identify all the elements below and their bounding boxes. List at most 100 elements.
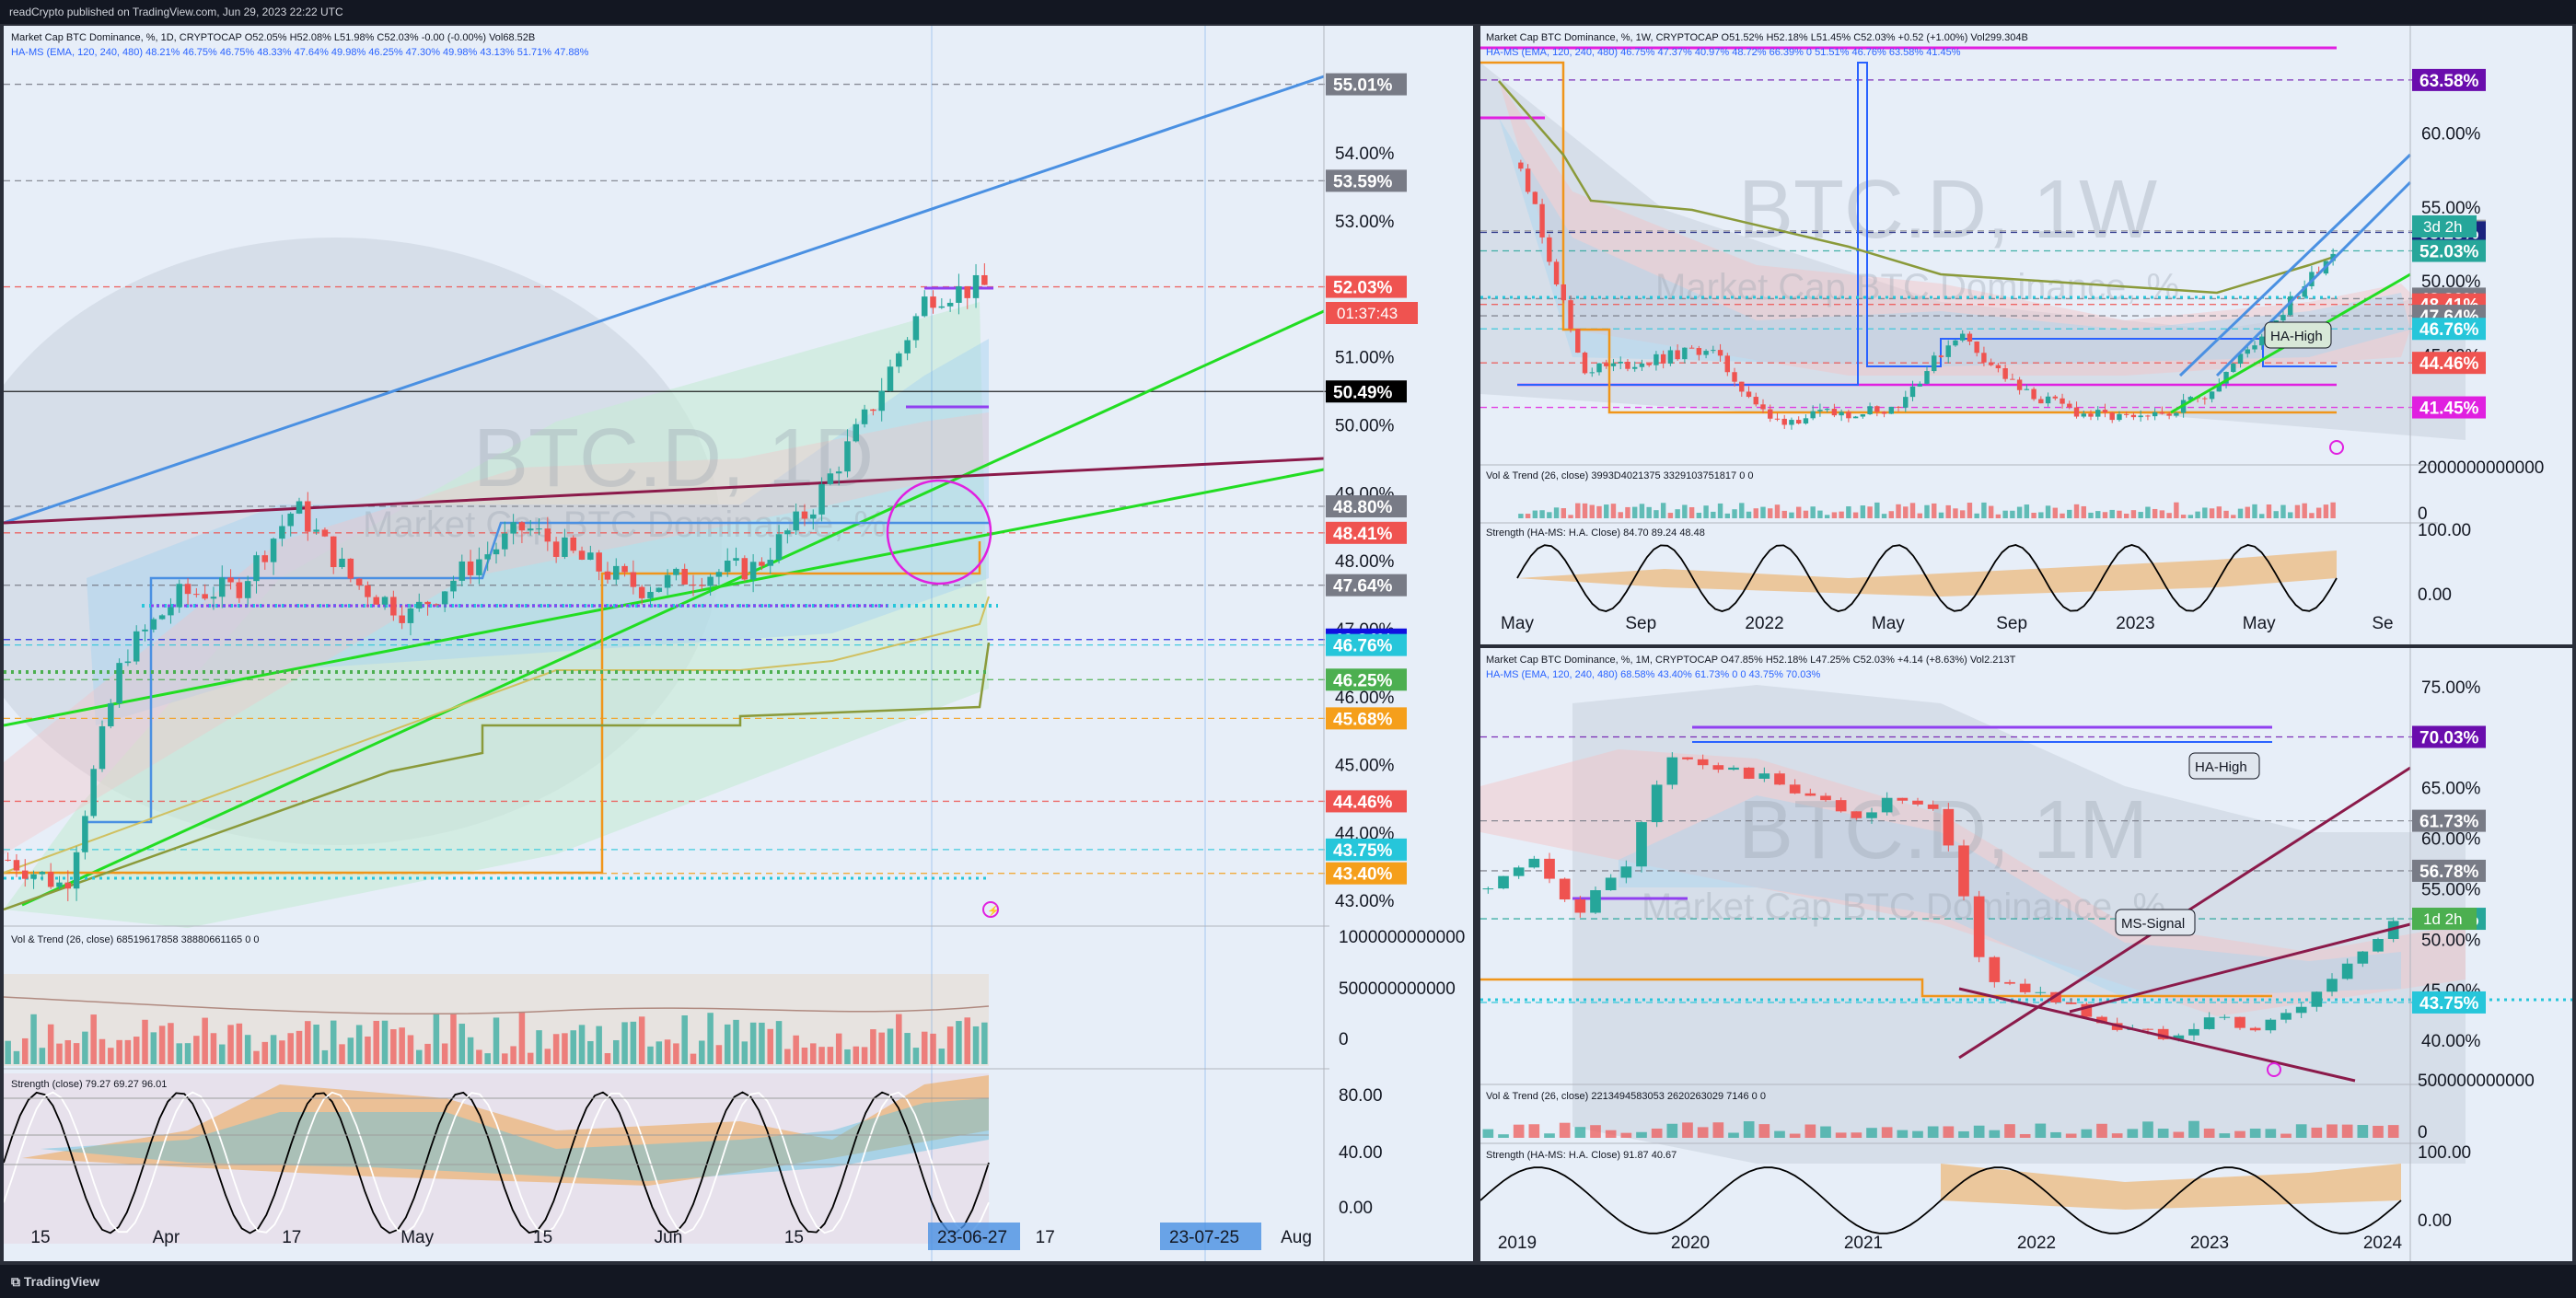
- candle-body[interactable]: [476, 559, 482, 575]
- candle-body[interactable]: [1917, 383, 1922, 387]
- candle-body[interactable]: [1989, 956, 2001, 982]
- candle-body[interactable]: [1666, 757, 1678, 785]
- candle-body[interactable]: [544, 528, 551, 542]
- candle-body[interactable]: [2123, 413, 2129, 415]
- candle-body[interactable]: [921, 296, 928, 317]
- candle-body[interactable]: [381, 597, 389, 605]
- candle-body[interactable]: [90, 769, 97, 817]
- candlestick-series[interactable]: [5, 263, 988, 901]
- candle-body[interactable]: [1839, 411, 1844, 416]
- candlestick-series[interactable]: [1518, 159, 2336, 430]
- candle-body[interactable]: [193, 594, 200, 596]
- candle-body[interactable]: [1544, 858, 1555, 879]
- candle-body[interactable]: [715, 572, 723, 577]
- tradingview-footer[interactable]: ⧉ TradingView: [0, 1265, 2576, 1298]
- candle-body[interactable]: [810, 514, 817, 519]
- candle-body[interactable]: [1618, 361, 1623, 364]
- candle-body[interactable]: [681, 568, 688, 585]
- trendline-green-steep[interactable]: [21, 309, 1325, 907]
- candle-body[interactable]: [30, 874, 37, 879]
- candle-body[interactable]: [484, 554, 491, 560]
- candle-body[interactable]: [1682, 757, 1693, 759]
- candle-body[interactable]: [1988, 362, 1994, 365]
- candle-body[interactable]: [1654, 353, 1659, 365]
- candle-body[interactable]: [1897, 797, 1909, 801]
- candle-body[interactable]: [2031, 388, 2036, 400]
- candle-body[interactable]: [578, 550, 586, 560]
- candle-body[interactable]: [972, 274, 980, 298]
- candle-body[interactable]: [912, 316, 920, 341]
- candle-body[interactable]: [424, 601, 431, 605]
- candle-body[interactable]: [56, 882, 63, 887]
- candle-body[interactable]: [2234, 1016, 2245, 1028]
- lightning-event-icon[interactable]: [2329, 440, 2344, 455]
- candle-body[interactable]: [1559, 878, 1571, 900]
- candle-body[interactable]: [2287, 296, 2293, 316]
- candle-body[interactable]: [210, 597, 217, 599]
- candle-body[interactable]: [2096, 1016, 2107, 1024]
- candle-body[interactable]: [1831, 409, 1838, 416]
- candle-body[interactable]: [2341, 963, 2353, 979]
- candle-body[interactable]: [1660, 353, 1666, 364]
- candle-body[interactable]: [1824, 409, 1830, 411]
- candle-body[interactable]: [1758, 773, 1770, 779]
- candle-body[interactable]: [793, 511, 799, 531]
- candle-body[interactable]: [82, 816, 88, 852]
- candle-body[interactable]: [656, 587, 663, 592]
- candle-body[interactable]: [1860, 414, 1866, 417]
- candle-body[interactable]: [878, 390, 885, 411]
- trendline-blue-1[interactable]: [2178, 153, 2412, 377]
- candle-body[interactable]: [433, 604, 440, 606]
- candle-body[interactable]: [184, 584, 191, 595]
- candle-body[interactable]: [1768, 409, 1773, 419]
- chart-panel-weekly[interactable]: BTC.D, 1W Market Cap BTC Dominance, % HA…: [1480, 26, 2572, 644]
- candle-body[interactable]: [270, 539, 277, 562]
- candle-body[interactable]: [1753, 397, 1758, 405]
- candle-body[interactable]: [1746, 391, 1752, 398]
- time-axis[interactable]: 2019 2020 2021 2022 2023 2024: [1498, 1234, 2403, 1253]
- candle-body[interactable]: [733, 558, 739, 562]
- candle-body[interactable]: [467, 561, 474, 575]
- candle-body[interactable]: [2050, 991, 2061, 1002]
- candle-body[interactable]: [2019, 983, 2031, 992]
- trendline-maroon[interactable]: [4, 457, 1325, 525]
- candle-body[interactable]: [2159, 411, 2165, 414]
- candle-body[interactable]: [853, 423, 860, 442]
- candle-body[interactable]: [1817, 410, 1823, 411]
- candle-body[interactable]: [2145, 415, 2151, 417]
- candle-body[interactable]: [2187, 397, 2194, 400]
- candle-body[interactable]: [2237, 353, 2244, 365]
- candle-body[interactable]: [1518, 162, 1524, 169]
- candle-body[interactable]: [1795, 420, 1802, 424]
- candle-body[interactable]: [930, 296, 936, 308]
- candle-body[interactable]: [2130, 414, 2137, 418]
- candle-body[interactable]: [150, 619, 157, 630]
- candle-body[interactable]: [956, 286, 962, 303]
- candle-body[interactable]: [219, 577, 226, 597]
- candle-body[interactable]: [2173, 1035, 2185, 1039]
- candle-body[interactable]: [502, 533, 508, 550]
- candle-body[interactable]: [2052, 396, 2059, 399]
- candle-body[interactable]: [99, 725, 106, 770]
- candle-body[interactable]: [1945, 345, 1951, 357]
- candle-body[interactable]: [450, 580, 457, 592]
- candle-body[interactable]: [801, 511, 808, 519]
- candle-body[interactable]: [510, 522, 516, 534]
- candle-body[interactable]: [2002, 368, 2008, 379]
- candle-body[interactable]: [2202, 398, 2208, 400]
- candle-body[interactable]: [47, 872, 54, 887]
- candle-body[interactable]: [1789, 784, 1801, 794]
- candle-body[interactable]: [2311, 991, 2323, 1007]
- candle-body[interactable]: [2174, 412, 2179, 416]
- candle-body[interactable]: [784, 530, 791, 535]
- candle-body[interactable]: [227, 577, 234, 583]
- candle-body[interactable]: [1561, 284, 1567, 301]
- candle-body[interactable]: [1846, 411, 1851, 419]
- candle-body[interactable]: [1667, 350, 1674, 364]
- candle-body[interactable]: [399, 615, 405, 623]
- candle-body[interactable]: [1610, 363, 1617, 366]
- candle-body[interactable]: [2302, 285, 2307, 297]
- candle-body[interactable]: [1760, 404, 1766, 410]
- time-axis[interactable]: May Sep 2022 May Sep 2023 May Se: [1501, 614, 2394, 633]
- weekly-chart-svg[interactable]: BTC.D, 1W Market Cap BTC Dominance, % HA…: [1480, 26, 2572, 644]
